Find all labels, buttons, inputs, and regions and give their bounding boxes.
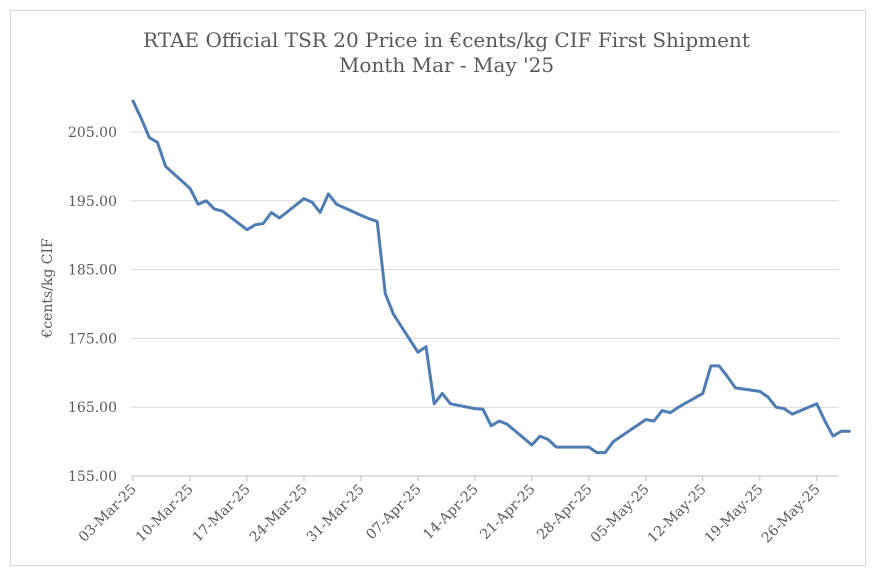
x-tick-label: 19-May-25 [702, 482, 767, 547]
x-tick-label: 24-Mar-25 [247, 482, 311, 546]
x-axis [132, 476, 818, 481]
y-tick-label: 185.00 [68, 263, 117, 279]
chart-frame [10, 10, 866, 566]
chart-title: RTAE Official TSR 20 Price in €cents/kg … [143, 28, 750, 52]
price-series-line [131, 99, 851, 455]
y-tick-label: 165.00 [68, 400, 117, 416]
x-tick-label: 28-Apr-25 [534, 482, 595, 543]
x-tick-label: 07-Apr-25 [363, 482, 424, 543]
y-axis-label: €cents/kg CIF [40, 238, 56, 339]
series-layer [131, 99, 851, 455]
x-tick-label: 12-May-25 [645, 482, 710, 547]
chart-subtitle: Month Mar - May '25 [338, 53, 555, 77]
x-tick-label: 31-Mar-25 [304, 482, 368, 546]
y-tick-label: 195.00 [68, 194, 117, 210]
y-tick-label: 205.00 [68, 125, 117, 141]
gridlines [131, 131, 839, 477]
x-tick-label: 05-May-25 [588, 482, 653, 547]
x-tick-label: 10-Mar-25 [133, 482, 197, 546]
x-axis-ticks: 03-Mar-2510-Mar-2517-Mar-2524-Mar-2531-M… [76, 482, 824, 547]
y-axis-ticks: 155.00 165.00 175.00 185.00 195.00 205.00 [68, 125, 117, 485]
x-tick-label: 17-Mar-25 [190, 482, 254, 546]
x-tick-label: 21-Apr-25 [477, 482, 538, 543]
y-tick-label: 175.00 [68, 331, 117, 347]
x-tick-label: 14-Apr-25 [420, 482, 481, 543]
y-tick-label: 155.00 [68, 469, 117, 485]
x-tick-label: 03-Mar-25 [76, 482, 140, 546]
x-tick-label: 26-May-25 [759, 482, 824, 547]
